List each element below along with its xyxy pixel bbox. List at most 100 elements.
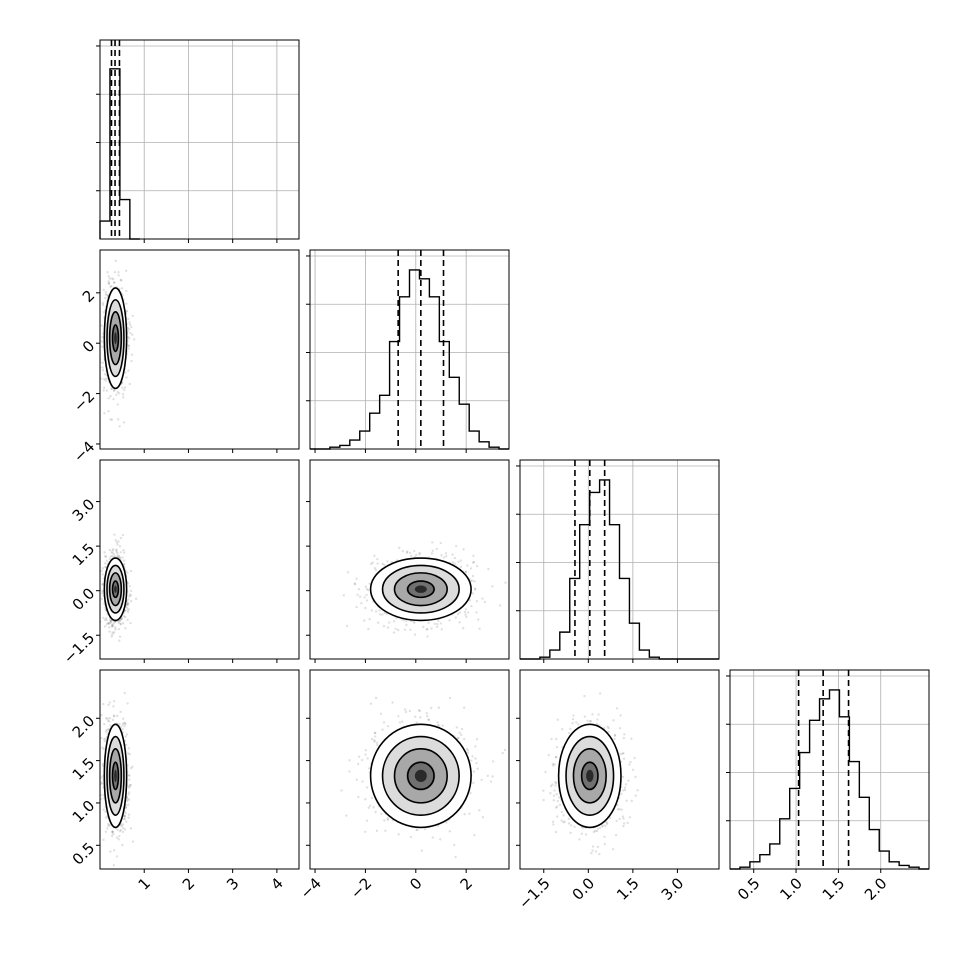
sample-point xyxy=(104,830,108,833)
sample-point xyxy=(365,593,368,597)
sample-point xyxy=(129,594,133,597)
sample-point xyxy=(549,784,553,788)
sample-point xyxy=(128,321,131,324)
sample-point xyxy=(478,809,481,812)
sample-point xyxy=(124,615,127,619)
sample-point xyxy=(103,551,106,554)
histogram-panel-1 xyxy=(96,39,300,240)
sample-point xyxy=(431,541,434,544)
sample-point xyxy=(126,702,129,705)
sample-point xyxy=(569,727,572,731)
sample-point xyxy=(386,560,389,563)
sample-point xyxy=(104,290,108,294)
panel-frame xyxy=(309,669,510,870)
sample-point xyxy=(458,731,461,734)
sample-point xyxy=(454,616,458,619)
density-level xyxy=(114,769,117,782)
sample-point xyxy=(108,548,112,552)
sample-point xyxy=(102,616,105,620)
sample-point xyxy=(127,791,131,794)
sample-point xyxy=(107,728,110,731)
sample-point xyxy=(117,554,121,557)
sample-point xyxy=(108,557,112,561)
sample-point xyxy=(353,582,357,585)
sample-point xyxy=(101,303,105,307)
sample-point xyxy=(472,781,475,785)
sample-point xyxy=(357,755,361,759)
contour-line xyxy=(106,564,125,614)
sample-point xyxy=(119,828,123,832)
sample-point xyxy=(405,551,409,554)
sample-point xyxy=(491,775,494,778)
sample-point xyxy=(365,786,369,789)
sample-point xyxy=(382,721,386,724)
sample-point xyxy=(125,289,128,293)
sample-point xyxy=(439,541,442,545)
sample-point xyxy=(346,571,350,574)
sample-point xyxy=(426,627,429,631)
sample-point xyxy=(402,619,405,622)
sample-point xyxy=(111,830,114,834)
sample-point xyxy=(106,827,109,830)
sample-point xyxy=(117,271,120,274)
sample-point xyxy=(453,843,456,847)
sample-point xyxy=(126,803,130,806)
sample-point xyxy=(108,277,111,280)
sample-point xyxy=(466,751,470,754)
sample-point xyxy=(464,570,468,574)
panel-frame xyxy=(309,459,510,660)
sample-point xyxy=(480,778,483,782)
sample-point xyxy=(127,785,130,788)
sample-point xyxy=(109,724,112,727)
sample-point xyxy=(103,618,107,622)
sample-point xyxy=(104,816,108,819)
sample-point xyxy=(409,628,412,632)
sample-point xyxy=(107,282,111,285)
sample-point xyxy=(101,567,105,570)
sample-point xyxy=(567,731,571,735)
sample-point xyxy=(127,344,131,348)
sample-point xyxy=(104,737,107,740)
sample-point xyxy=(437,706,441,709)
sample-point xyxy=(119,622,122,626)
sample-point xyxy=(114,259,117,263)
sample-point xyxy=(118,635,122,638)
sample-point xyxy=(128,584,132,588)
sample-point xyxy=(123,691,126,695)
sample-point xyxy=(427,621,430,625)
sample-point xyxy=(111,624,115,628)
sample-point xyxy=(125,309,129,313)
sample-point xyxy=(102,377,106,381)
sample-point xyxy=(373,566,377,570)
sample-point xyxy=(616,803,619,807)
sample-point xyxy=(468,599,472,602)
scatter-panel-3-2 xyxy=(306,459,510,663)
sample-point xyxy=(107,409,110,413)
sample-point xyxy=(597,713,600,716)
sample-point xyxy=(556,799,559,803)
sample-point xyxy=(501,751,504,755)
sample-point xyxy=(127,337,131,340)
sample-point xyxy=(129,599,133,603)
sample-point xyxy=(418,551,421,555)
sample-point xyxy=(126,799,129,803)
sample-point xyxy=(119,278,122,282)
sample-point xyxy=(471,574,475,578)
sample-point xyxy=(470,759,473,762)
sample-point xyxy=(125,733,129,736)
sample-point xyxy=(378,613,382,616)
sample-point xyxy=(459,565,463,569)
sample-point xyxy=(391,701,394,704)
sample-point xyxy=(116,828,119,832)
sample-point xyxy=(404,710,408,714)
sample-point xyxy=(577,723,580,726)
sample-point xyxy=(121,830,125,834)
sample-point xyxy=(101,301,105,305)
sample-point xyxy=(121,823,125,826)
sample-point xyxy=(435,547,438,551)
sample-point xyxy=(104,555,108,558)
sample-point xyxy=(596,827,600,831)
sample-point xyxy=(382,624,386,628)
histogram-3 xyxy=(520,479,719,660)
